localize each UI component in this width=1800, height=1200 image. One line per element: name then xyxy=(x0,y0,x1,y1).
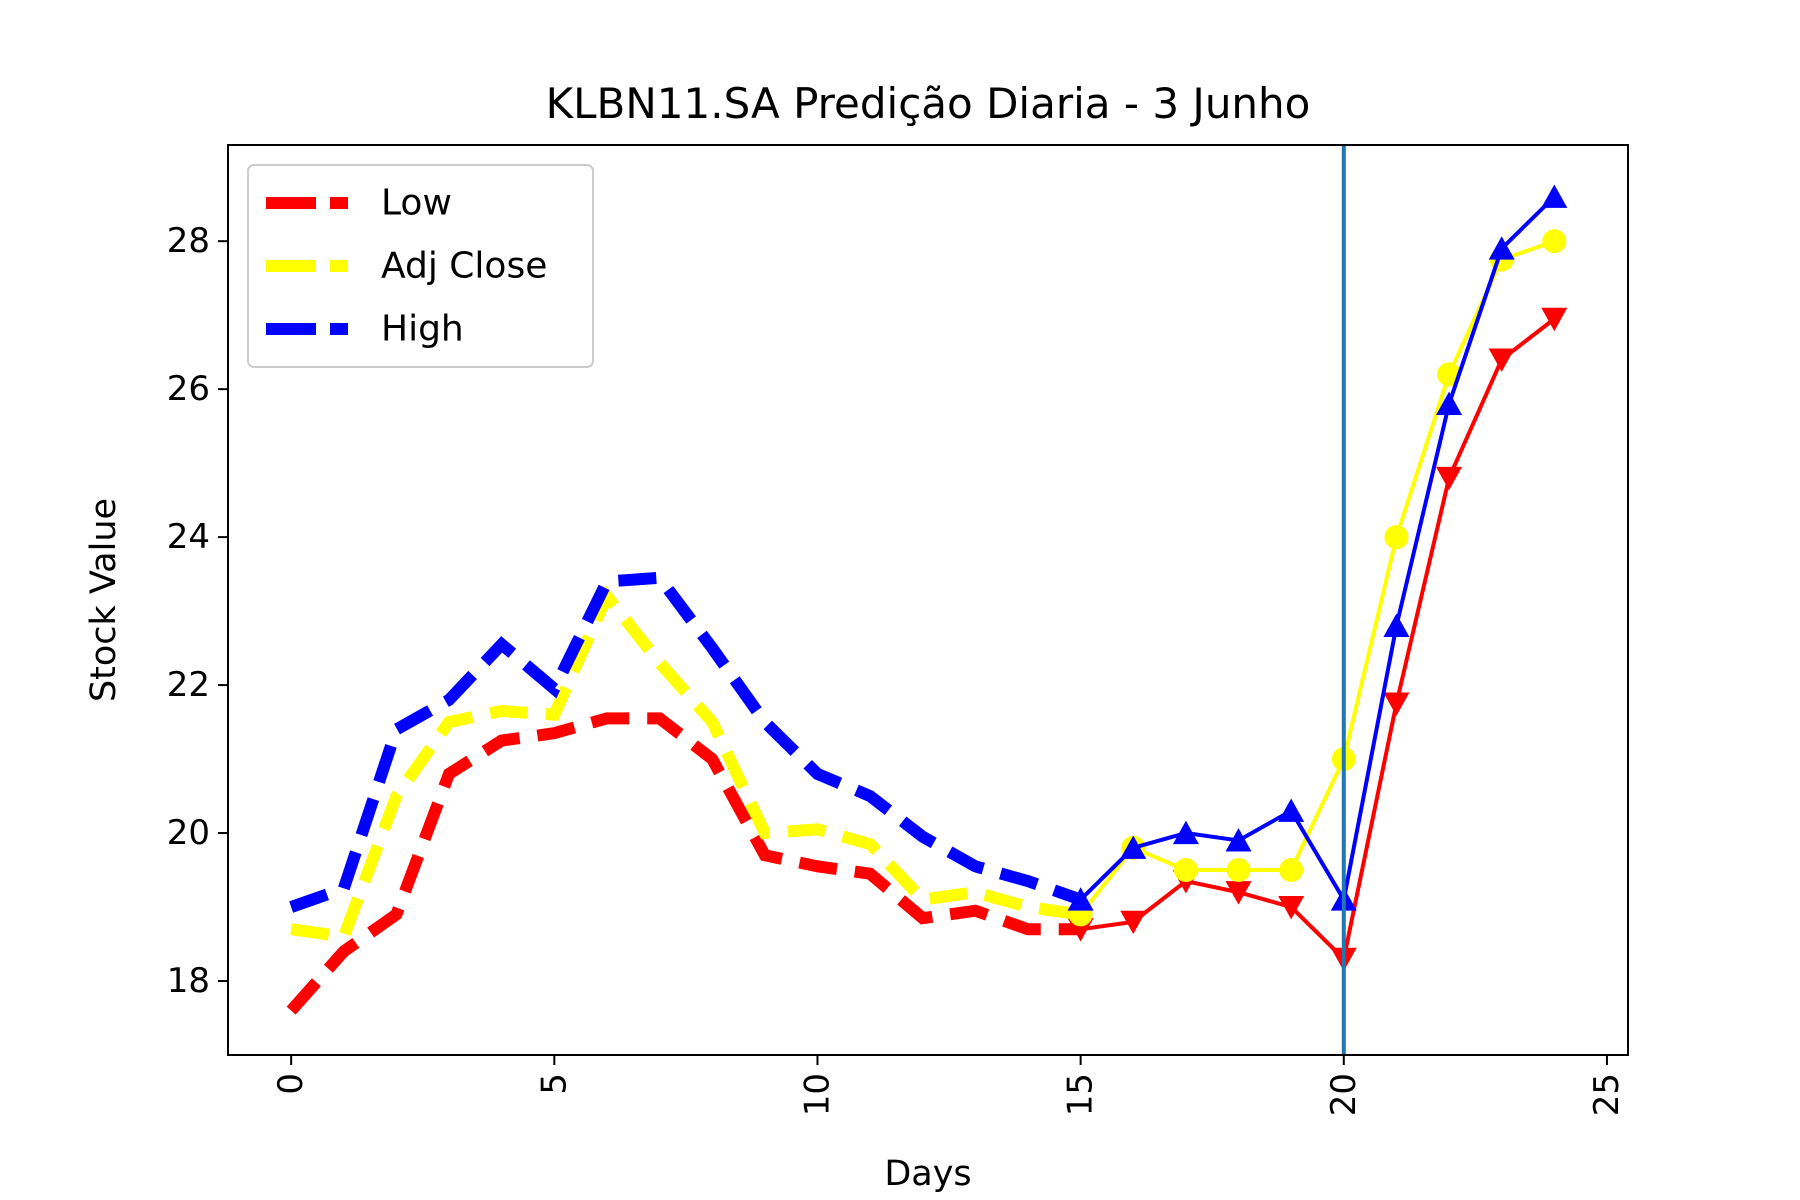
series-high xyxy=(289,184,1568,913)
y-tick-label: 20 xyxy=(167,813,210,853)
data-point-high xyxy=(1488,236,1515,260)
x-tick-label: 25 xyxy=(1587,1073,1627,1116)
y-tick-label: 28 xyxy=(167,221,210,261)
data-point-adj-close xyxy=(1279,858,1304,883)
y-tick-label: 22 xyxy=(167,665,210,705)
legend-label-low: Low xyxy=(381,183,452,224)
data-point-high xyxy=(1172,820,1199,845)
y-tick-label: 18 xyxy=(167,961,210,1001)
data-point-high xyxy=(1383,613,1410,637)
plot-frame xyxy=(227,144,1629,1056)
legend-label-high: High xyxy=(381,309,464,350)
data-point-adj-close xyxy=(1173,858,1198,883)
data-point-high xyxy=(1278,798,1305,822)
series-line-low-forecast xyxy=(1080,317,1556,963)
legend-label-adj-close: Adj Close xyxy=(381,246,547,287)
y-axis-label: Stock Value xyxy=(84,498,124,702)
data-point-low xyxy=(1383,692,1410,716)
data-point-high xyxy=(1541,184,1568,208)
data-point-high xyxy=(1067,887,1094,911)
x-tick-label: 0 xyxy=(271,1073,311,1095)
data-point-adj-close xyxy=(1542,229,1567,254)
data-point-low xyxy=(1541,307,1568,332)
data-point-low xyxy=(1278,895,1305,920)
x-tick-label: 15 xyxy=(1061,1073,1101,1116)
x-tick-label: 5 xyxy=(534,1073,574,1095)
data-point-low xyxy=(1120,910,1147,935)
y-tick-label: 26 xyxy=(167,369,210,409)
data-point-adj-close xyxy=(1384,525,1409,550)
data-point-low xyxy=(1488,348,1515,372)
chart-title: KLBN11.SA Predição Diaria - 3 Junho xyxy=(546,79,1311,128)
x-tick-label: 20 xyxy=(1324,1073,1364,1116)
data-point-high xyxy=(1225,828,1252,852)
data-point-high xyxy=(1436,391,1463,415)
data-point-low xyxy=(1225,881,1252,905)
x-tick-label: 10 xyxy=(797,1073,837,1116)
series-line-adj-close-history xyxy=(290,584,1082,944)
legend: Low Adj Close High xyxy=(247,164,594,368)
data-point-low xyxy=(1436,466,1463,491)
series-line-high-history xyxy=(289,571,1083,913)
data-point-high xyxy=(1120,835,1147,859)
data-point-adj-close xyxy=(1226,858,1251,883)
y-tick-label: 24 xyxy=(167,517,210,557)
series-low xyxy=(286,307,1568,1015)
series-line-adj-close-forecast xyxy=(1079,239,1555,916)
x-axis-label: Days xyxy=(884,1154,971,1194)
legend-box xyxy=(247,164,594,368)
series-line-high-forecast xyxy=(1079,195,1556,906)
